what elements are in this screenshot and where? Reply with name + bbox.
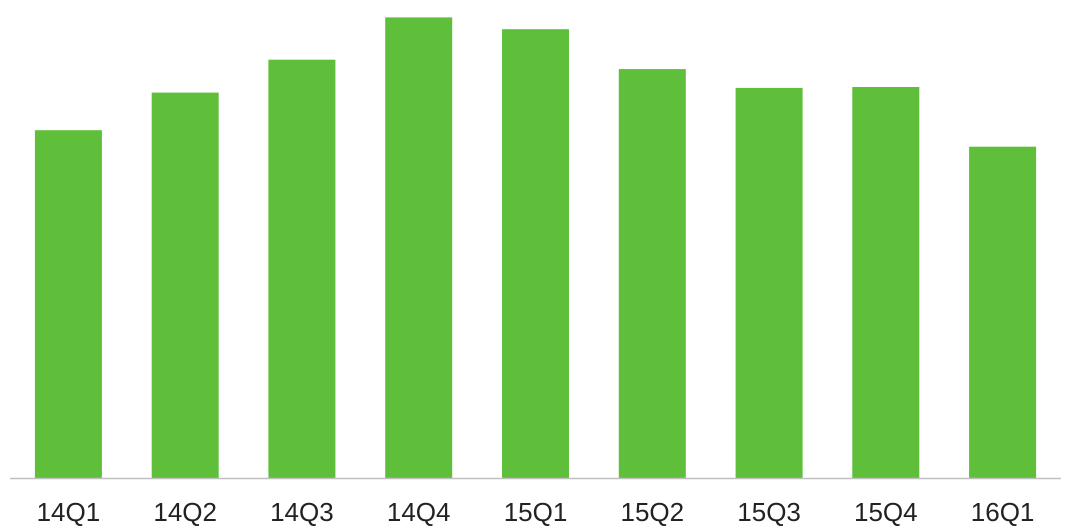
bar-16Q1 bbox=[969, 146, 1037, 478]
x-tick-label: 14Q4 bbox=[387, 497, 451, 527]
x-tick-label: 15Q1 bbox=[504, 497, 568, 527]
x-tick-label: 14Q2 bbox=[153, 497, 217, 527]
bar-15Q3 bbox=[735, 87, 803, 479]
x-tick-label: 15Q2 bbox=[620, 497, 684, 527]
bar-15Q1 bbox=[502, 29, 569, 478]
x-tick-label: 15Q3 bbox=[737, 497, 801, 527]
bar-15Q4 bbox=[852, 87, 920, 478]
bars-group bbox=[34, 17, 1037, 479]
x-tick-label: 14Q1 bbox=[37, 497, 101, 527]
x-tick-label: 14Q3 bbox=[270, 497, 334, 527]
bar-14Q2 bbox=[151, 92, 219, 478]
bar-14Q1 bbox=[34, 130, 102, 478]
bar-15Q2 bbox=[618, 69, 686, 478]
x-tick-label: 15Q4 bbox=[854, 497, 918, 527]
bar-14Q4 bbox=[385, 17, 453, 479]
bar-14Q3 bbox=[268, 59, 336, 478]
x-tick-label: 16Q1 bbox=[971, 497, 1035, 527]
x-tick-labels: 14Q1 14Q2 14Q3 14Q4 15Q1 15Q2 15Q3 15Q4 16Q1 bbox=[37, 497, 1035, 527]
